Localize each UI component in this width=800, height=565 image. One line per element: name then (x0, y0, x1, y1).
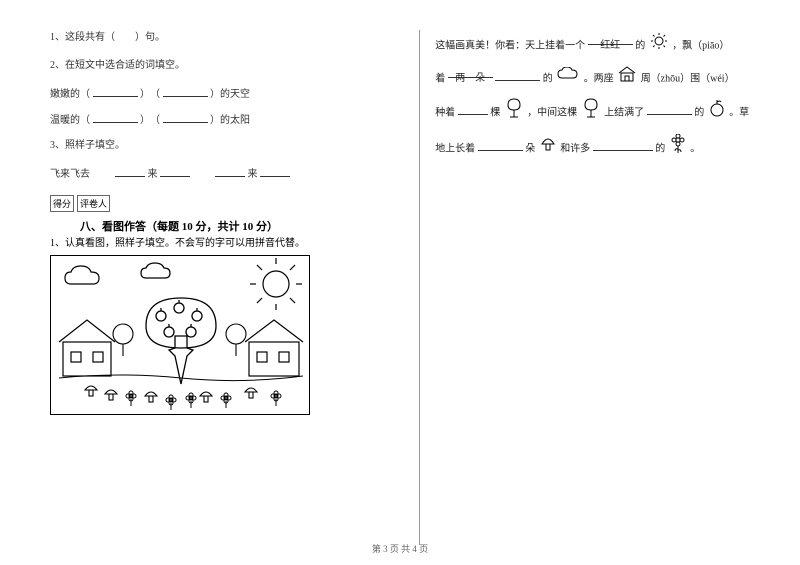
q3-example-c: 来 (248, 169, 258, 180)
question-2b: 温暖的（ ） （ ）的太阳 (50, 112, 404, 130)
text: 的 (635, 40, 645, 51)
text: 的 (694, 107, 704, 118)
text: 这幅画真美！你看：天上挂着一个 (435, 40, 585, 51)
reviewer-box: 评卷人 (77, 195, 110, 212)
filled-text: 红红 (600, 40, 620, 51)
fill-passage: 这幅画真美！你看：天上挂着一个 红红 的 ，飘（piāo） 着 两 朵 的 。两… (435, 30, 760, 164)
small-tree-icon (113, 324, 246, 356)
blank-field[interactable] (495, 70, 540, 81)
blank-field[interactable] (93, 112, 138, 123)
cloud-icon (65, 263, 170, 284)
tree-icon (582, 98, 600, 128)
section-8-instruction: 1、认真看图，照样子填空。不会写的字可以用拼音代替。 (50, 234, 404, 249)
house-icon (618, 66, 636, 92)
text: 朵 (525, 143, 535, 154)
blank-field[interactable] (163, 112, 208, 123)
text: ，飘（piāo） (672, 40, 729, 51)
section-header: 得分 评卷人 (50, 195, 404, 212)
q2a-prefix: 嫩嫩的（ (50, 89, 90, 100)
tree-icon (505, 98, 523, 128)
blank-field[interactable] (115, 166, 145, 177)
blank-field[interactable] (160, 166, 190, 177)
text: 棵 (490, 107, 500, 118)
blank-field[interactable]: 红红 (588, 34, 633, 45)
passage-line-3: 种着 棵 ，中间这棵 上结满了 的 。草 (435, 98, 760, 128)
sun-icon (650, 32, 668, 60)
right-column: 这幅画真美！你看：天上挂着一个 红红 的 ，飘（piāo） 着 两 朵 的 。两… (419, 30, 760, 545)
blank-field[interactable] (478, 140, 523, 151)
blank-field[interactable] (163, 86, 208, 97)
question-3-example: 飞来飞去 来 来 (50, 166, 404, 183)
passage-line-1: 这幅画真美！你看：天上挂着一个 红红 的 ，飘（piāo） (435, 32, 760, 60)
cloud-icon (557, 67, 579, 91)
blank-field[interactable] (260, 166, 290, 177)
question-2a: 嫩嫩的（ ） （ ）的天空 (50, 86, 404, 104)
text: 种着 (435, 107, 455, 118)
passage-line-2: 着 两 朵 的 。两座 周（zhōu）围（wéi） (435, 66, 760, 92)
picture-illustration (50, 255, 310, 415)
apple-icon (709, 99, 725, 127)
blank-field[interactable] (93, 86, 138, 97)
blank-field[interactable]: 两 朵 (448, 67, 493, 78)
blank-field[interactable] (458, 104, 488, 115)
text: 。两座 (584, 73, 614, 84)
worksheet-page: 1、这段共有（ ）句。 2、在短文中选合适的词填空。 嫩嫩的（ ） （ ）的天空… (0, 0, 800, 565)
scene-drawing (51, 256, 311, 416)
text: 。 (690, 143, 700, 154)
house-left-icon (59, 320, 115, 376)
q3-example-a: 飞来飞去 (50, 169, 90, 180)
text: 的 (543, 73, 553, 84)
text: 。草 (729, 107, 749, 118)
sun-icon (250, 258, 302, 310)
blank-field[interactable] (647, 104, 692, 115)
q2b-suffix: ）的太阳 (210, 115, 250, 126)
apple-tree-icon (146, 298, 216, 384)
blank-field[interactable] (215, 166, 245, 177)
question-1: 1、这段共有（ ）句。 (50, 30, 404, 46)
text: 上结满了 (604, 107, 644, 118)
page-footer: 第 3 页 共 4 页 (0, 542, 800, 555)
section-8-title: 八、看图作答（每题 10 分，共计 10 分） (80, 218, 404, 234)
left-column: 1、这段共有（ ）句。 2、在短文中选合适的词填空。 嫩嫩的（ ） （ ）的天空… (50, 30, 419, 545)
text: 周（zhōu）围（wéi） (641, 73, 735, 84)
text: 着 (435, 73, 445, 84)
q2b-mid: ） （ (140, 115, 160, 126)
house-right-icon (245, 320, 303, 376)
q2b-prefix: 温暖的（ (50, 115, 90, 126)
text: 的 (655, 143, 665, 154)
text: 和许多 (560, 143, 590, 154)
text: 地上长着 (435, 143, 475, 154)
question-2: 2、在短文中选合适的词填空。 (50, 58, 404, 74)
flower-icon (670, 134, 686, 164)
passage-line-4: 地上长着 朵 和许多 的 。 (435, 134, 760, 164)
mushroom-icon (540, 136, 556, 162)
score-box: 得分 (50, 195, 74, 212)
filled-text: 两 朵 (455, 73, 485, 84)
mushrooms-icon (85, 386, 257, 402)
question-3: 3、照样子填空。 (50, 138, 404, 154)
q3-example-b: 来 (148, 169, 158, 180)
blank-field[interactable] (593, 140, 653, 151)
q2a-suffix: ）的天空 (210, 89, 250, 100)
text: ，中间这棵 (527, 107, 577, 118)
q2a-mid: ） （ (140, 89, 160, 100)
